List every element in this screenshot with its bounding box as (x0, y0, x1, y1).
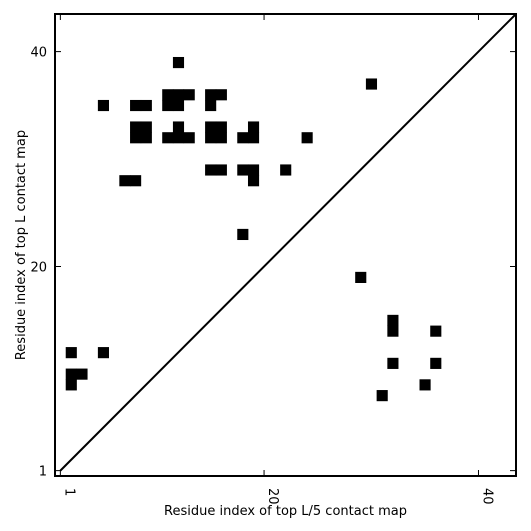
contact-cell-upper (140, 132, 152, 144)
contact-cell-upper (162, 132, 174, 144)
contact-cell-upper (162, 99, 174, 112)
contact-cell-upper (162, 89, 174, 101)
contact-cell-lower (376, 390, 388, 402)
contact-cell-upper (172, 99, 185, 112)
contact-cell-upper (215, 164, 227, 176)
x-tick-label: 20 (265, 488, 280, 505)
contact-cell-lower (387, 314, 399, 326)
y-tick-label: 40 (30, 46, 47, 61)
y-axis-title: Residue index of top L contact map (14, 130, 29, 360)
contact-cell-lower (419, 379, 431, 391)
contact-cells (65, 56, 442, 402)
y-tick-label: 1 (39, 465, 47, 480)
y-tick-label: 20 (30, 260, 47, 275)
plot-frame (54, 13, 517, 477)
contact-cell-upper (205, 121, 217, 133)
contact-cell-upper (247, 164, 260, 176)
contact-cell-lower (76, 368, 88, 380)
contact-cell-upper (205, 164, 217, 176)
x-axis-title: Residue index of top L/5 contact map (164, 504, 407, 519)
contact-cell-upper (247, 121, 260, 133)
contact-cell-upper (205, 99, 217, 112)
contact-cell-lower (430, 325, 442, 337)
x-tick-label: 40 (479, 488, 494, 505)
contact-cell-upper (237, 132, 249, 144)
contact-cell-upper (140, 99, 152, 112)
contact-cell-upper (130, 121, 142, 133)
contact-cell-upper (237, 228, 249, 241)
contact-cell-lower (387, 357, 399, 369)
diagonal-line (59, 13, 517, 472)
contact-cell-upper (130, 132, 142, 144)
contact-cell-upper (205, 132, 217, 144)
contact-cell-upper (140, 121, 152, 133)
contact-cell-upper (280, 164, 292, 176)
contact-cell-upper (130, 99, 142, 112)
contact-cell-lower (65, 347, 77, 359)
contact-cell-upper (172, 56, 185, 69)
contact-cell-upper (247, 175, 260, 187)
contact-cell-upper (215, 132, 227, 144)
contact-cell-upper (172, 132, 185, 144)
contact-cell-upper (365, 78, 378, 90)
contact-cell-upper (237, 164, 249, 176)
contact-cell-lower (65, 368, 77, 380)
contact-cell-upper (172, 89, 185, 101)
contact-cell-upper (247, 132, 260, 144)
contact-cell-lower (387, 325, 399, 337)
contact-cell-upper (215, 121, 227, 133)
contact-cell-upper (205, 89, 217, 101)
contact-cell-upper (215, 89, 227, 101)
contact-cell-upper (183, 132, 195, 144)
contact-cell-lower (97, 347, 109, 359)
contact-cell-upper (119, 175, 131, 187)
contact-cell-upper (183, 89, 195, 101)
contact-cell-upper (97, 99, 109, 112)
contact-cell-lower (355, 271, 367, 283)
axis-ticks: 1 20 40 1 20 40 (30, 14, 516, 505)
contact-cell-lower (65, 379, 77, 391)
contact-cell-upper (172, 121, 185, 133)
contact-cell-upper (130, 175, 142, 187)
x-tick-label: 1 (61, 488, 76, 496)
contact-cell-lower (430, 357, 442, 369)
contact-cell-upper (301, 132, 313, 144)
